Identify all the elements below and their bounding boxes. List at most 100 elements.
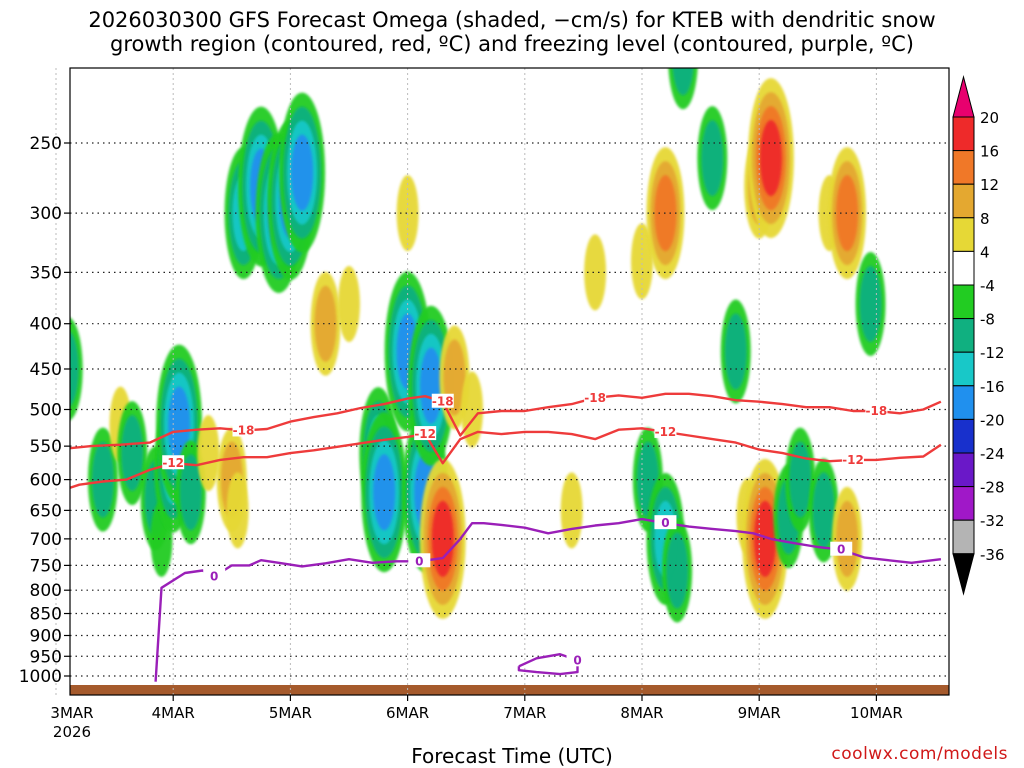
y-tick-label: 450: [30, 360, 62, 380]
omega-band: [701, 120, 724, 197]
x-tick-label: 4MAR: [152, 704, 195, 722]
colorbar-label: 12: [980, 176, 999, 194]
x-axis-title: Forecast Time (UTC): [411, 744, 613, 768]
contour-freezing: [154, 517, 942, 682]
x-tick-label: 3MAR: [50, 704, 93, 722]
x-tick-label: 10MAR: [850, 704, 903, 722]
y-tick-label: 250: [30, 134, 62, 154]
colorbar-bottom-arrow: [952, 553, 975, 596]
omega-band: [859, 265, 882, 342]
contour-label: 0: [837, 543, 845, 557]
omega-cell: [747, 78, 794, 239]
colorbar-cell: [952, 116, 975, 152]
omega-cell: [668, 68, 698, 110]
omega-band: [314, 285, 337, 362]
colorbar-label: -4: [980, 277, 995, 295]
contour-label: 0: [210, 570, 218, 584]
contour-label-bg: [830, 541, 853, 556]
omega-cell: [855, 251, 886, 356]
omega-cell: [310, 271, 341, 376]
y-tick-label: 300: [30, 204, 62, 224]
contour-label: -18: [432, 395, 454, 409]
colorbar-label: -36: [980, 546, 1005, 564]
x-tick-label: 7MAR: [503, 704, 546, 722]
contour-minus12: [70, 427, 942, 489]
omega-band: [420, 347, 443, 424]
y-tick-label: 550: [30, 437, 62, 457]
x-tick-label: 6MAR: [386, 704, 429, 722]
y-tick-label: 700: [30, 530, 62, 550]
colorbar-label: 16: [980, 143, 999, 161]
contour-label-bg: [654, 423, 677, 438]
omega-cell: [832, 486, 863, 591]
colorbar-label: -16: [980, 378, 1005, 396]
omega-cell: [631, 223, 653, 300]
omega-cell: [584, 234, 607, 311]
omega-band: [70, 331, 79, 407]
omega-cell: [226, 472, 249, 549]
chart-title-line-2: growth region (contoured, red, ºC) and f…: [110, 32, 914, 56]
colorbar-label: -8: [980, 311, 995, 329]
omega-band: [789, 441, 812, 518]
omega-band: [836, 500, 859, 577]
colorbar-cell: [952, 318, 975, 353]
omega-cell: [785, 427, 816, 532]
omega-band: [179, 454, 202, 531]
colorbar-cell: [952, 452, 975, 488]
contour-label-bg: [654, 515, 677, 530]
omega-band: [226, 472, 249, 549]
contour-label: -18: [584, 391, 606, 405]
contour-label-bg: [232, 422, 255, 437]
y-tick-label: 750: [30, 556, 62, 576]
y-tick-label: 800: [30, 581, 62, 601]
y-tick-label: 850: [30, 605, 62, 625]
colorbar-label: -28: [980, 479, 1005, 497]
omega-cell: [338, 265, 360, 342]
pressure-axis: 2503003504004505005506006507007508008509…: [19, 134, 70, 687]
omega-band: [631, 223, 653, 300]
omega-cell: [87, 427, 118, 532]
colorbar-cell: [952, 217, 975, 252]
omega-shading: [70, 68, 886, 623]
omega-cell: [419, 458, 466, 619]
colorbar-cell: [952, 486, 975, 521]
y-tick-label: 600: [30, 471, 62, 491]
omega-cell: [697, 106, 728, 211]
y-tick-label: 900: [30, 626, 62, 646]
contour-label: -12: [162, 456, 184, 470]
contour-label-bg: [865, 403, 888, 418]
contour-label-bg: [414, 426, 437, 441]
colorbar-cell: [952, 418, 975, 454]
contour-label: -12: [655, 425, 677, 439]
omega-band: [584, 234, 607, 311]
contour-label-bg: [841, 451, 864, 466]
colorbar-cell: [952, 250, 975, 286]
omega-cell: [408, 305, 455, 466]
ground-surface: [70, 685, 949, 695]
colorbar-cell: [952, 385, 975, 420]
y-tick-label: 350: [30, 263, 62, 283]
colorbar-label: -32: [980, 512, 1005, 530]
contour-label-bg: [566, 652, 589, 667]
contour-label-bg: [431, 393, 454, 408]
x-tick-label: 5MAR: [269, 704, 312, 722]
y-tick-label: 950: [30, 647, 62, 667]
contour-label-bg: [408, 553, 431, 568]
contour-label: 0: [573, 653, 581, 667]
omega-band: [121, 415, 144, 492]
colorbar-top-arrow: [952, 75, 975, 118]
colorbar-label: -20: [980, 411, 1005, 429]
omega-cell: [828, 147, 867, 280]
colorbar-cell: [952, 519, 975, 555]
x-tick-label: 8MAR: [620, 704, 663, 722]
y-tick-label: 1000: [19, 667, 62, 687]
omega-cell: [279, 92, 326, 253]
colorbar-label: -24: [980, 445, 1005, 463]
omega-cell: [742, 458, 789, 619]
omega-band: [666, 532, 689, 609]
omega-cell: [720, 299, 751, 404]
omega-band: [197, 415, 220, 492]
terrain-strip: [70, 685, 949, 695]
